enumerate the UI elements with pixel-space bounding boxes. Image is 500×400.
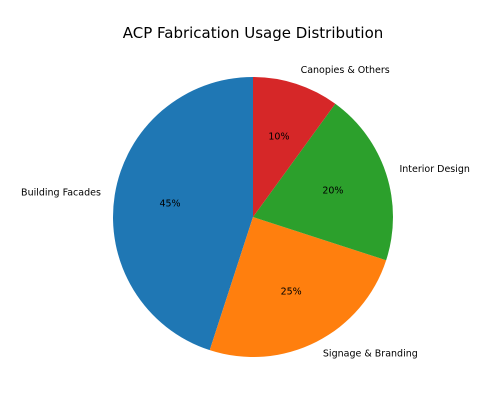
pie-slice-canopies-others xyxy=(253,77,336,217)
pie-slices xyxy=(112,77,394,357)
pie-slice-signage-branding xyxy=(209,217,387,357)
pie-slice-interior-design xyxy=(253,103,394,261)
pie-slice-building-facades xyxy=(112,77,253,351)
chart-title: ACP Fabrication Usage Distribution xyxy=(123,24,384,42)
pie-category-label: Interior Design xyxy=(399,164,469,175)
pie-percent-label: 25% xyxy=(281,286,302,297)
pie-category-label: Building Facades xyxy=(21,187,101,198)
pie-percent-label: 45% xyxy=(159,198,180,209)
pie-labels: 45% Building Facades 25% Signage & Branding… xyxy=(21,65,470,360)
pie-percent-label: 10% xyxy=(268,132,289,143)
pie-category-label: Canopies & Others xyxy=(301,65,390,76)
pie-category-label: Signage & Branding xyxy=(323,349,418,360)
pie-percent-label: 20% xyxy=(322,186,343,197)
